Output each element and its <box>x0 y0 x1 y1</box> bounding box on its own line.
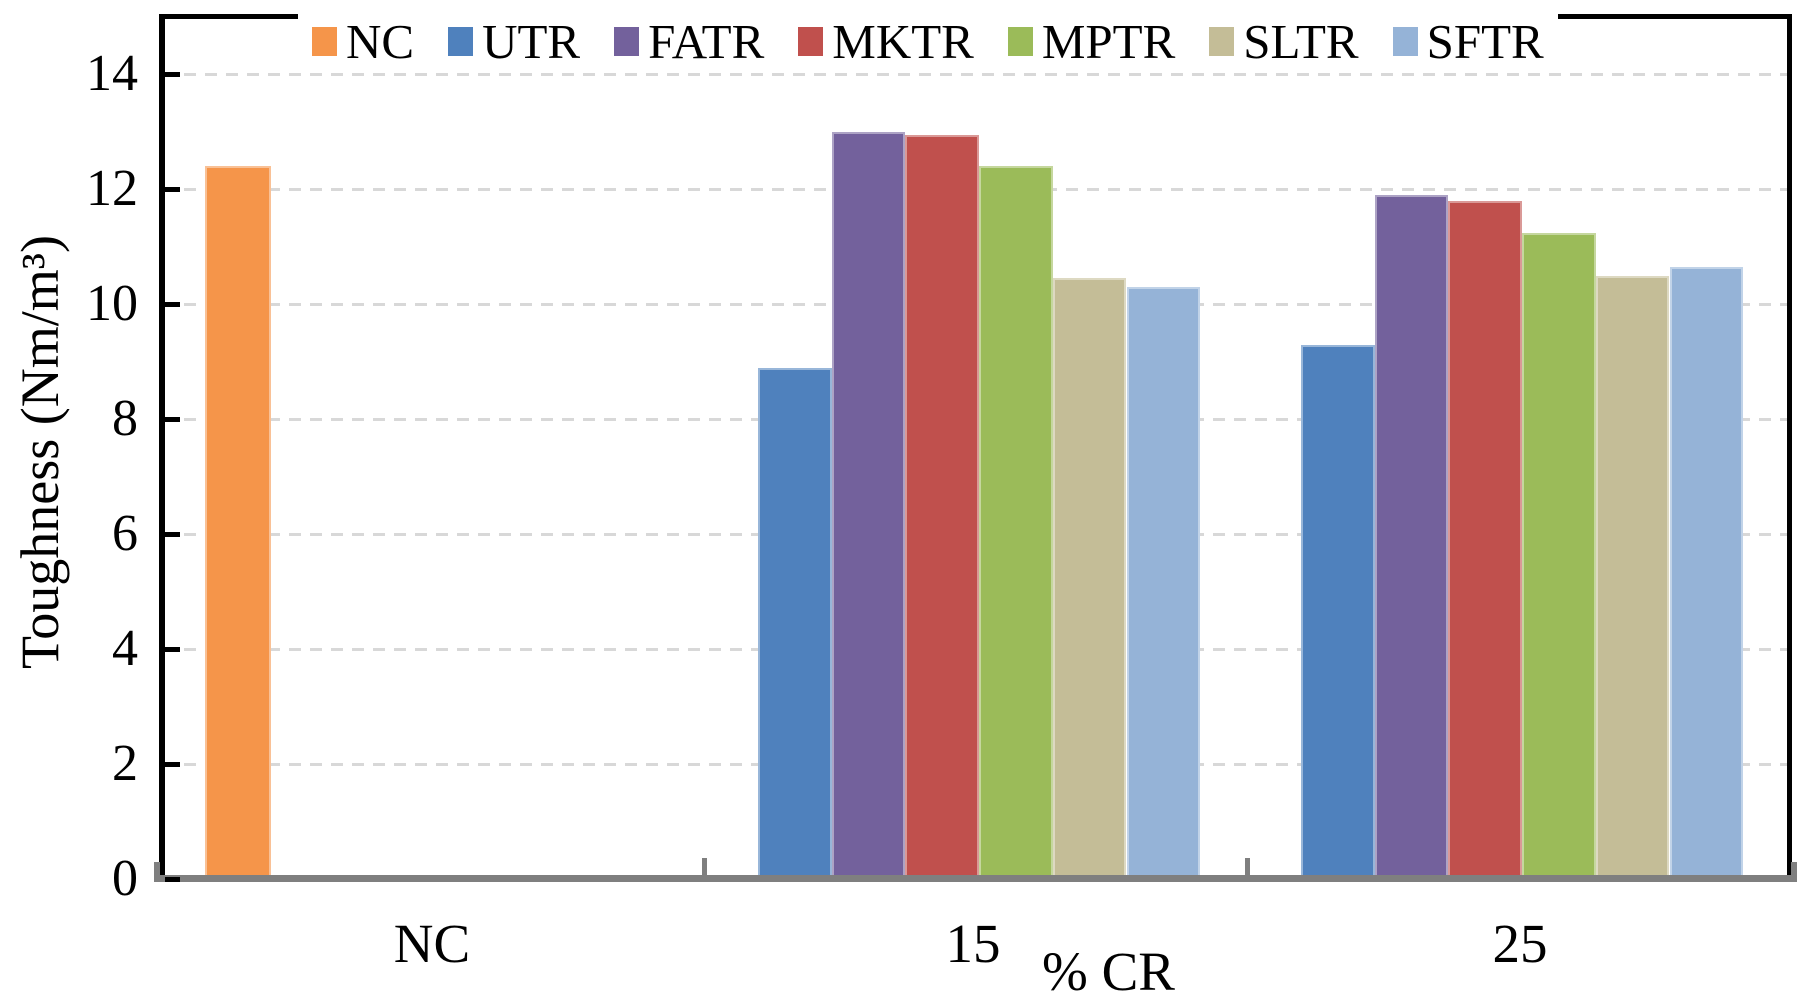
bar-fatr-15 <box>831 131 906 879</box>
legend-item-sltr: SLTR <box>1209 13 1359 69</box>
bar-sltr-25 <box>1595 275 1670 879</box>
legend-label: MPTR <box>1041 13 1176 69</box>
x-axis-right-cap <box>1791 862 1797 876</box>
bar-sftr-25 <box>1669 266 1744 879</box>
legend-item-nc: NC <box>312 17 414 66</box>
y-tick-4 <box>165 647 180 653</box>
legend-label: NC <box>346 13 415 69</box>
bar-fatr-25 <box>1374 195 1449 879</box>
legend-label: UTR <box>482 13 581 69</box>
bar-mktr-25 <box>1448 200 1523 879</box>
legend-swatch-icon <box>1209 26 1235 56</box>
legend-item-utr: UTR <box>448 17 580 66</box>
bar-mptr-25 <box>1522 232 1596 879</box>
bar-sftr-15 <box>1126 287 1201 879</box>
y-tick-6 <box>165 532 180 538</box>
bar-mktr-15 <box>905 134 980 879</box>
y-tick-label-6: 6 <box>112 505 138 563</box>
legend-label: SLTR <box>1243 13 1359 69</box>
legend-swatch-icon <box>312 26 337 56</box>
y-tick-10 <box>165 302 180 308</box>
y-tick-12 <box>165 187 180 193</box>
x-category-label-15: 15 <box>945 913 1001 974</box>
chart-legend: NC UTR FATR MKTR MPTR SLTR SFTR <box>298 12 1558 70</box>
legend-swatch-icon <box>1007 26 1033 56</box>
plot-right-border <box>1787 14 1792 879</box>
legend-label: MKTR <box>832 13 974 69</box>
y-tick-8 <box>165 417 180 423</box>
legend-item-sftr: SFTR <box>1392 13 1544 69</box>
legend-label: FATR <box>648 13 765 69</box>
legend-swatch-icon <box>1392 26 1418 56</box>
x-category-label-25: 25 <box>1492 913 1548 974</box>
x-tick-boundary-0 <box>702 858 707 875</box>
y-tick-2 <box>165 762 180 768</box>
x-axis-line <box>154 875 1797 882</box>
legend-swatch-icon <box>448 26 474 56</box>
legend-item-fatr: FATR <box>614 17 764 66</box>
legend-item-mptr: MPTR <box>1007 13 1176 69</box>
y-tick-label-4: 4 <box>112 620 138 678</box>
bar-nc-nc <box>205 166 271 879</box>
y-tick-14 <box>165 72 180 78</box>
x-category-label-nc: NC <box>393 913 471 974</box>
y-tick-0 <box>165 877 180 882</box>
y-axis-line <box>159 14 165 882</box>
legend-item-mktr: MKTR <box>798 17 974 66</box>
legend-label: SFTR <box>1426 13 1544 69</box>
bar-utr-25 <box>1301 344 1375 879</box>
y-tick-label-2: 2 <box>112 735 138 793</box>
y-tick-label-0: 0 <box>112 850 138 907</box>
bar-sltr-15 <box>1052 278 1127 879</box>
bar-utr-15 <box>758 367 832 879</box>
y-tick-label-14: 14 <box>86 45 138 103</box>
y-tick-label-8: 8 <box>112 390 138 448</box>
x-axis-title: % CR <box>1042 941 1175 1000</box>
y-tick-label-10: 10 <box>86 275 138 333</box>
y-tick-label-12: 12 <box>86 160 138 218</box>
legend-swatch-icon <box>798 26 824 56</box>
x-tick-boundary-1 <box>1245 858 1250 875</box>
bar-mptr-15 <box>979 166 1053 879</box>
legend-swatch-icon <box>614 26 640 56</box>
gridline-14 <box>163 73 1788 77</box>
x-axis-left-cap <box>154 862 160 876</box>
